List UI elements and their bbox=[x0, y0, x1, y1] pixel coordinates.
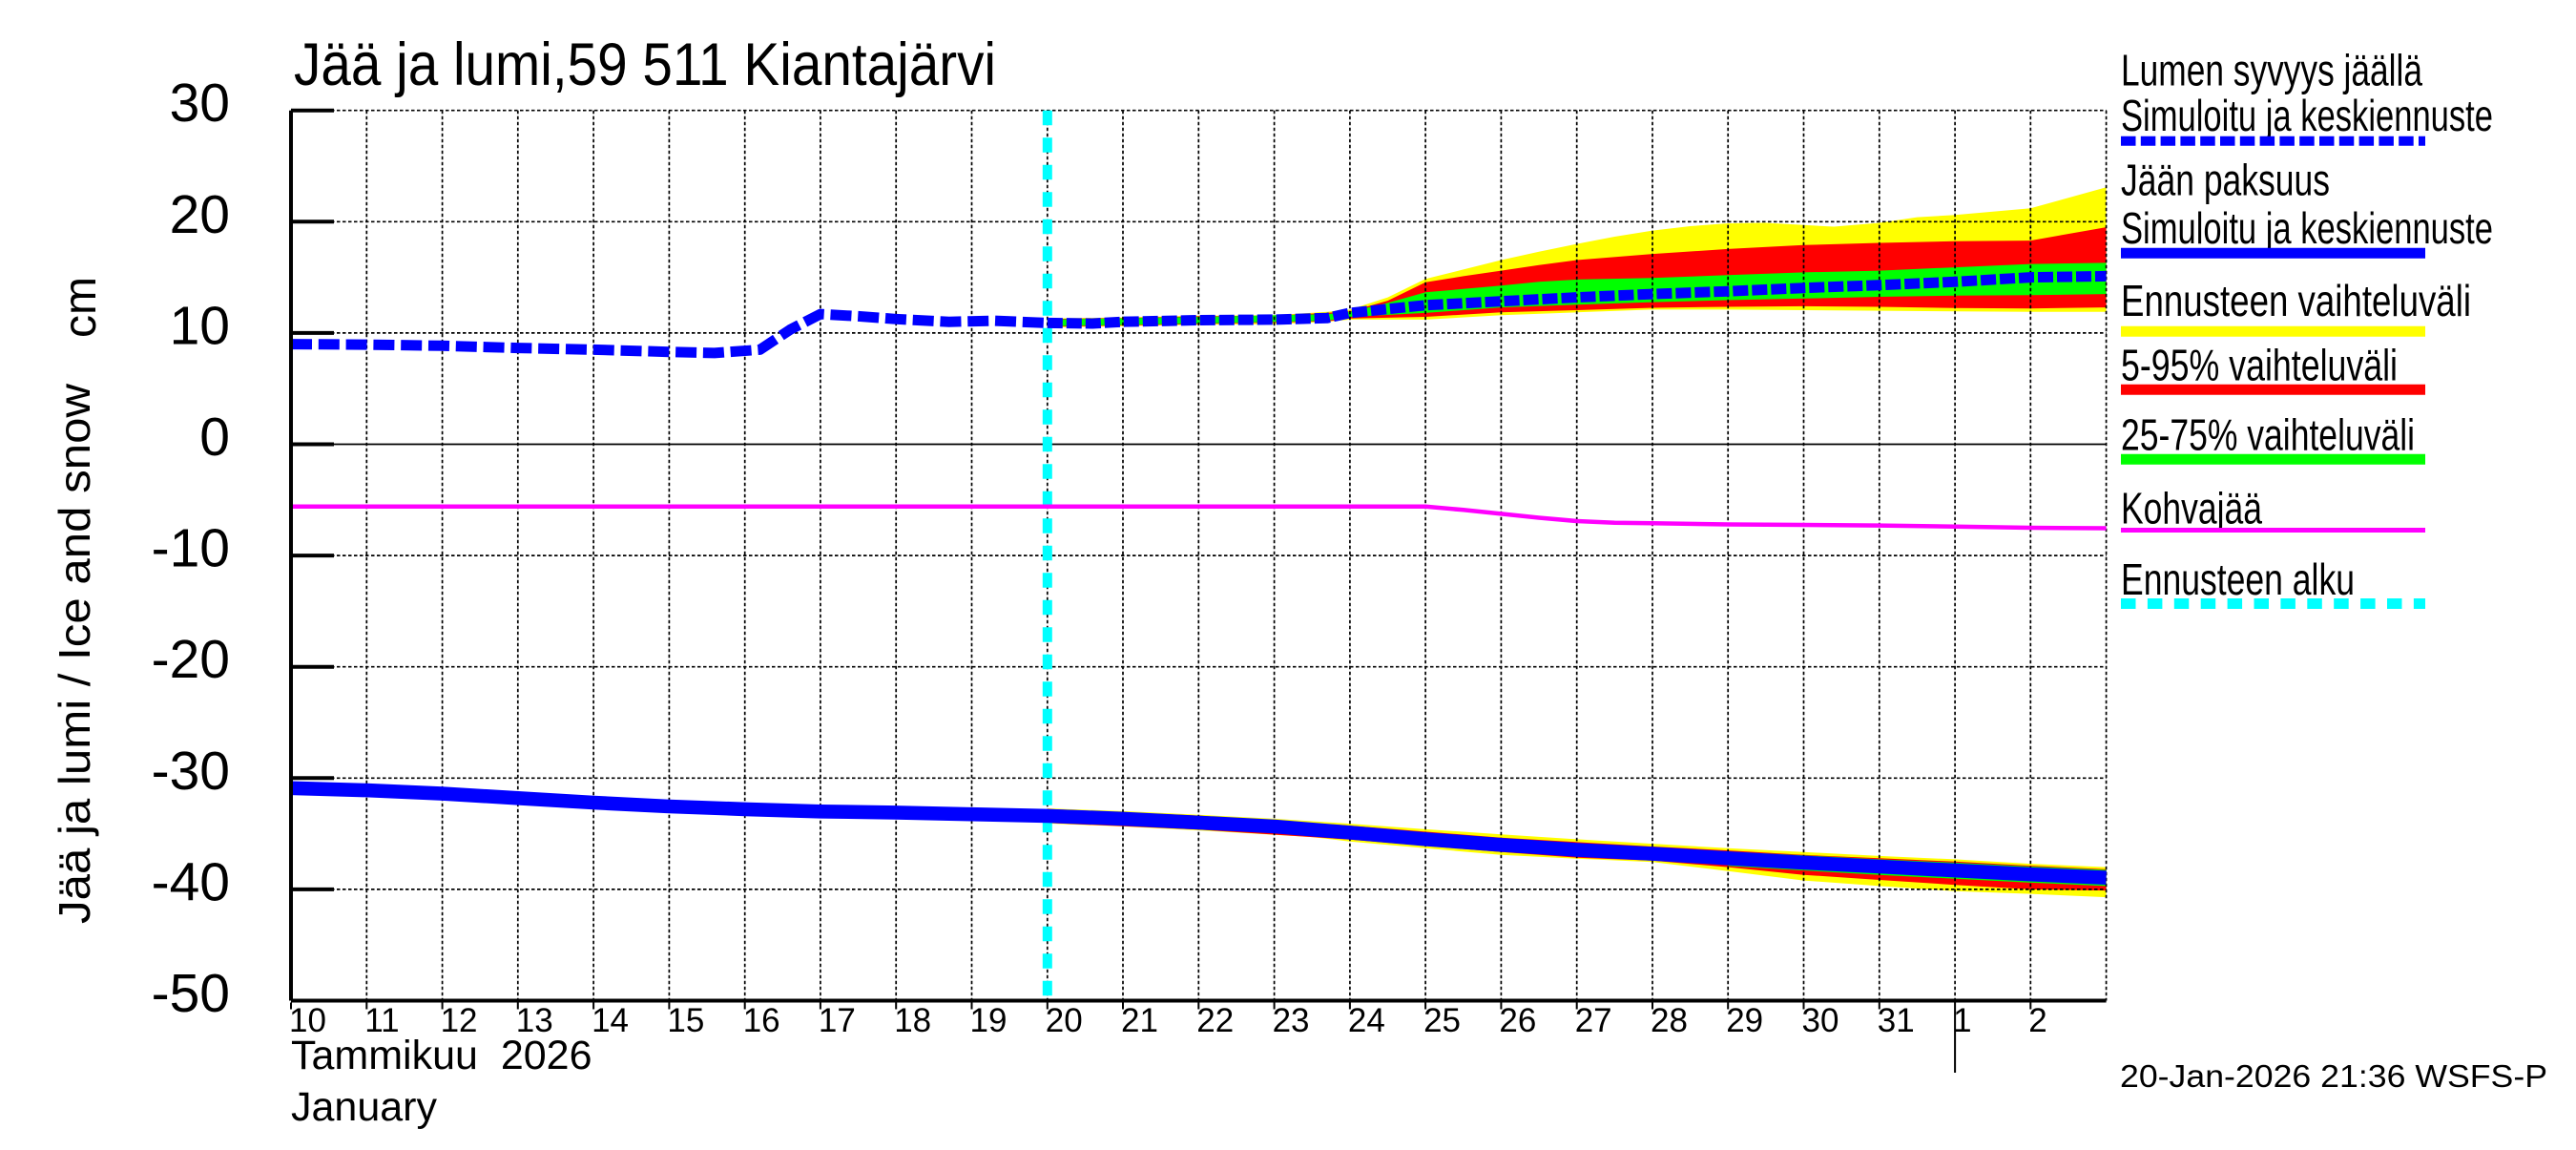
svg-text:15: 15 bbox=[667, 1002, 704, 1039]
svg-text:Simuloitu ja keskiennuste: Simuloitu ja keskiennuste bbox=[2121, 91, 2493, 140]
svg-text:25: 25 bbox=[1423, 1002, 1461, 1039]
svg-text:25-75% vaihteluväli: 25-75% vaihteluväli bbox=[2121, 410, 2415, 460]
svg-text:16: 16 bbox=[743, 1002, 780, 1039]
svg-text:Jää ja lumi,59 511 Kiantajärvi: Jää ja lumi,59 511 Kiantajärvi bbox=[294, 31, 996, 98]
svg-text:27: 27 bbox=[1575, 1002, 1612, 1039]
svg-text:11: 11 bbox=[364, 1002, 399, 1039]
svg-text:20: 20 bbox=[1046, 1002, 1083, 1039]
svg-text:31: 31 bbox=[1878, 1002, 1915, 1039]
svg-text:-40: -40 bbox=[152, 851, 230, 912]
svg-text:18: 18 bbox=[894, 1002, 931, 1039]
svg-text:January: January bbox=[291, 1084, 437, 1130]
svg-text:22: 22 bbox=[1196, 1002, 1234, 1039]
svg-text:26: 26 bbox=[1499, 1002, 1536, 1039]
svg-text:10: 10 bbox=[170, 295, 230, 356]
svg-text:-30: -30 bbox=[152, 741, 230, 802]
svg-text:19: 19 bbox=[970, 1002, 1008, 1039]
svg-text:21: 21 bbox=[1121, 1002, 1158, 1039]
svg-text:-10: -10 bbox=[152, 518, 230, 579]
svg-text:-50: -50 bbox=[152, 963, 230, 1024]
svg-text:Ennusteen vaihteluväli: Ennusteen vaihteluväli bbox=[2121, 276, 2471, 325]
svg-text:0: 0 bbox=[199, 407, 230, 468]
svg-text:30: 30 bbox=[170, 73, 230, 134]
svg-text:Lumen syvyys jäällä: Lumen syvyys jäällä bbox=[2121, 46, 2422, 95]
svg-text:Kohvajää: Kohvajää bbox=[2121, 484, 2262, 533]
svg-text:cm: cm bbox=[55, 277, 106, 338]
svg-text:1: 1 bbox=[1953, 1002, 1971, 1039]
svg-text:30: 30 bbox=[1802, 1002, 1839, 1039]
svg-text:Jään paksuus: Jään paksuus bbox=[2121, 156, 2330, 205]
svg-text:Jää ja lumi / Ice and snow: Jää ja lumi / Ice and snow bbox=[50, 384, 99, 924]
svg-text:Simuloitu ja keskiennuste: Simuloitu ja keskiennuste bbox=[2121, 203, 2493, 253]
svg-text:29: 29 bbox=[1726, 1002, 1763, 1039]
svg-text:17: 17 bbox=[819, 1002, 856, 1039]
svg-text:Ennusteen alku: Ennusteen alku bbox=[2121, 554, 2355, 604]
svg-text:20-Jan-2026 21:36 WSFS-P: 20-Jan-2026 21:36 WSFS-P bbox=[2120, 1058, 2547, 1094]
svg-text:14: 14 bbox=[592, 1002, 629, 1039]
svg-text:13: 13 bbox=[516, 1002, 553, 1039]
svg-text:Tammikuu 2026: Tammikuu 2026 bbox=[291, 1033, 592, 1078]
svg-text:20: 20 bbox=[170, 184, 230, 245]
svg-text:10: 10 bbox=[289, 1002, 326, 1039]
svg-text:24: 24 bbox=[1348, 1002, 1385, 1039]
svg-text:28: 28 bbox=[1651, 1002, 1688, 1039]
svg-text:23: 23 bbox=[1273, 1002, 1310, 1039]
svg-text:2: 2 bbox=[2028, 1002, 2046, 1039]
svg-text:5-95% vaihteluväli: 5-95% vaihteluväli bbox=[2121, 341, 2398, 390]
svg-text:12: 12 bbox=[441, 1002, 478, 1039]
svg-text:-20: -20 bbox=[152, 629, 230, 690]
